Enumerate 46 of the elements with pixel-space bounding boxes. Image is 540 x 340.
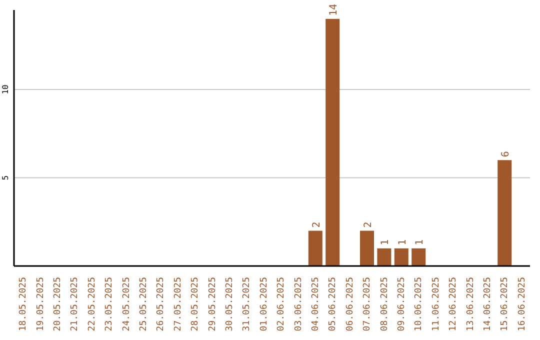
x-tick-label: 04.06.2025	[311, 277, 321, 332]
x-tick-label: 16.06.2025	[517, 277, 528, 332]
x-tick-label: 20.05.2025	[53, 277, 63, 332]
x-tick-label: 30.05.2025	[225, 277, 235, 332]
x-tick-label: 10.06.2025	[414, 277, 424, 332]
x-tick-label: 19.05.2025	[36, 277, 46, 332]
x-tick-label: 01.06.2025	[259, 277, 270, 332]
x-tick-label: 15.06.2025	[500, 277, 510, 332]
bar	[377, 248, 392, 266]
data-label: 1	[397, 239, 408, 246]
x-tick-label: 28.05.2025	[190, 277, 201, 332]
x-tick-label: 03.06.2025	[294, 277, 304, 332]
bar	[326, 18, 340, 266]
data-label: 2	[363, 222, 374, 228]
y-tick-label: 5	[1, 175, 10, 180]
data-label: 1	[380, 239, 392, 246]
x-tick-label: 02.06.2025	[276, 277, 287, 332]
x-tick-label: 18.05.2025	[18, 277, 29, 332]
y-tick-label: 10	[1, 84, 10, 94]
bar	[308, 230, 322, 266]
data-label: 2	[311, 222, 322, 228]
x-tick-label: 31.05.2025	[242, 277, 252, 332]
x-tick-label: 14.06.2025	[483, 277, 493, 332]
data-label: 6	[500, 151, 512, 158]
x-tick-label: 23.05.2025	[104, 277, 115, 332]
x-tick-label: 07.06.2025	[362, 277, 373, 332]
x-tick-label: 27.05.2025	[173, 277, 184, 332]
x-tick-label: 26.05.2025	[156, 277, 166, 332]
x-tick-label: 12.06.2025	[448, 277, 459, 332]
data-label: 14	[328, 4, 340, 16]
x-tick-label: 24.05.2025	[122, 277, 132, 332]
x-tick-label: 21.05.2025	[70, 277, 80, 332]
x-tick-label: 05.06.2025	[328, 277, 338, 332]
bar	[412, 248, 426, 266]
x-tick-label: 11.06.2025	[431, 277, 442, 332]
x-tick-label: 25.05.2025	[139, 277, 149, 332]
data-label: 1	[414, 239, 426, 246]
bar	[498, 160, 512, 266]
bar	[394, 248, 408, 266]
x-tick-label: 09.06.2025	[397, 277, 407, 332]
x-tick-label: 06.06.2025	[345, 277, 356, 332]
x-tick-label: 13.06.2025	[466, 277, 476, 332]
x-tick-label: 22.05.2025	[87, 277, 98, 332]
bar	[360, 230, 374, 266]
x-tick-label: 29.05.2025	[208, 277, 218, 332]
x-tick-label: 08.06.2025	[380, 277, 390, 332]
